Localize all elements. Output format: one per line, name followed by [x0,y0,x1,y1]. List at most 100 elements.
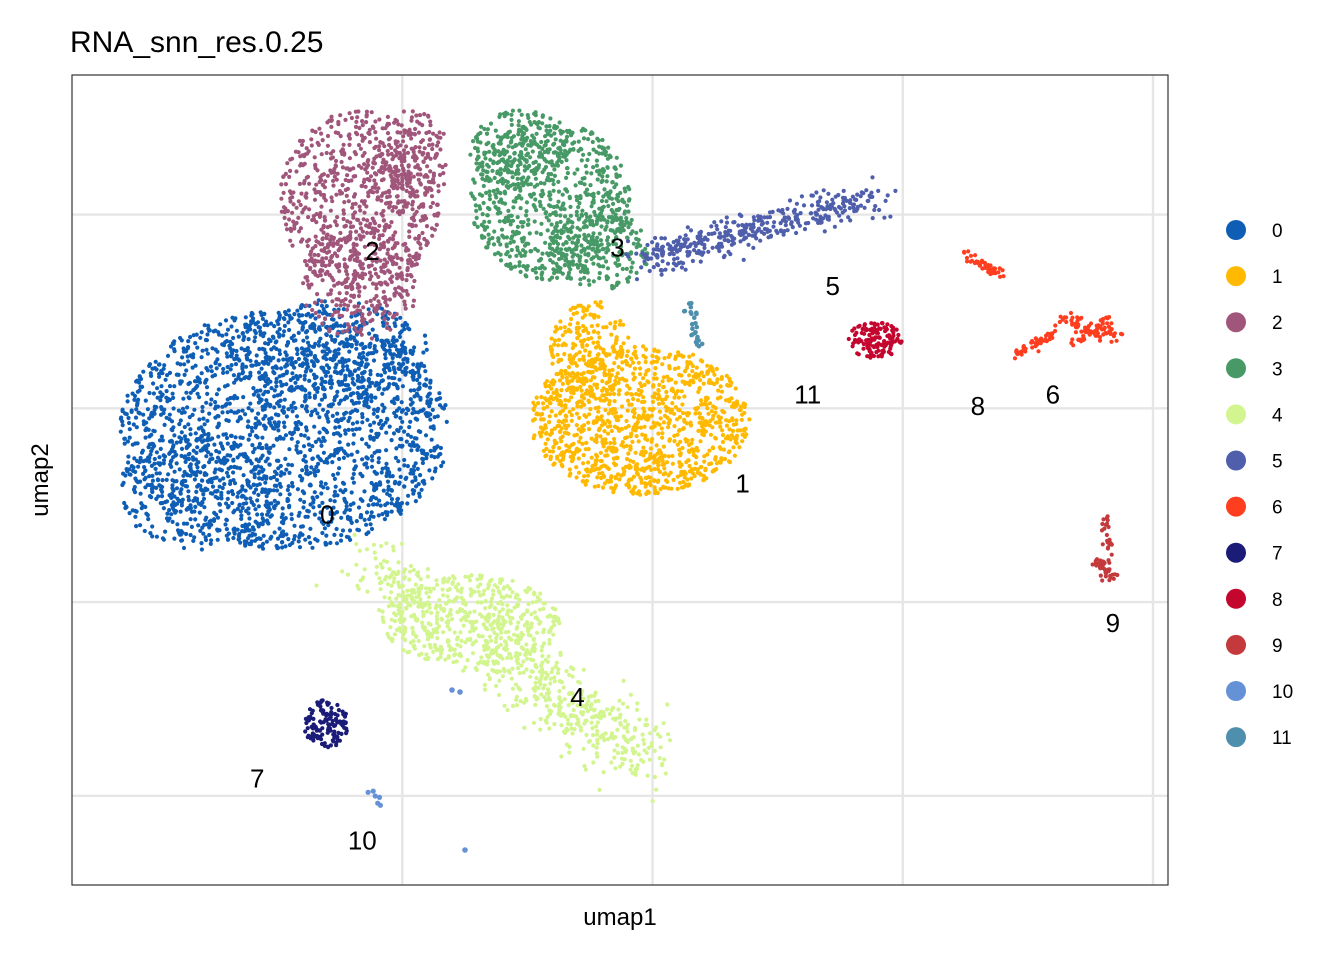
scatter-point [313,166,318,171]
scatter-point [553,210,558,215]
scatter-point [385,238,390,243]
scatter-point [392,321,397,326]
scatter-point [298,202,303,208]
scatter-point [473,203,478,208]
scatter-point [581,453,586,458]
scatter-point [149,449,154,454]
scatter-point [281,405,286,410]
scatter-point [329,124,334,129]
scatter-point [308,252,313,257]
scatter-point [543,164,549,170]
scatter-point [348,502,353,507]
scatter-point [189,524,194,530]
scatter-point [612,399,617,404]
scatter-point [556,265,561,270]
scatter-point [672,424,677,429]
scatter-point [528,155,533,160]
scatter-point [304,335,310,340]
scatter-point [296,199,301,204]
scatter-point [522,136,527,141]
scatter-point [325,409,330,415]
scatter-point [438,147,443,152]
scatter-point [366,405,371,410]
scatter-point [351,335,356,340]
scatter-point [337,359,342,364]
scatter-point [405,464,410,469]
scatter-point [555,229,561,234]
scatter-point [574,198,580,203]
scatter-point [383,352,388,357]
scatter-point [224,418,229,423]
scatter-point [397,377,402,382]
scatter-point [432,212,437,217]
scatter-point [352,359,357,365]
scatter-point [520,130,526,135]
scatter-point [372,171,378,176]
scatter-point [313,407,318,413]
scatter-point [231,478,236,483]
scatter-point [335,215,340,220]
scatter-point [303,537,308,542]
scatter-point [356,163,361,168]
scatter-point [231,510,236,515]
scatter-point [195,469,200,474]
scatter-point [491,159,496,164]
scatter-point [377,144,382,149]
scatter-point [381,240,386,245]
scatter-point [218,322,223,327]
scatter-point [371,219,377,224]
scatter-point [561,229,566,234]
scatter-point [208,541,213,547]
scatter-point [137,460,142,465]
scatter-point [382,228,387,233]
scatter-point [285,161,290,166]
scatter-point [126,454,131,459]
scatter-point [304,175,309,180]
scatter-point [317,190,322,195]
scatter-point [547,124,552,129]
scatter-point [405,150,411,155]
scatter-point [310,444,315,449]
scatter-point [481,183,486,189]
scatter-point [213,347,218,352]
scatter-point [631,360,636,365]
scatter-point [371,483,377,488]
scatter-point [241,473,246,478]
scatter-point [417,386,422,391]
scatter-point [361,234,366,239]
scatter-point [604,259,609,264]
scatter-point [508,213,513,218]
scatter-point [409,131,414,136]
scatter-point [386,316,391,321]
scatter-point [200,409,205,414]
scatter-point [422,333,428,338]
scatter-point [286,484,291,489]
scatter-point [287,492,292,497]
scatter-point [398,130,403,135]
scatter-point [540,251,545,256]
scatter-point [389,343,394,348]
scatter-point [566,229,571,234]
scatter-point [422,112,427,117]
scatter-point [548,204,553,209]
scatter-point [504,184,509,189]
scatter-point [570,220,575,225]
scatter-point [302,499,307,505]
scatter-point [364,357,369,362]
scatter-point [225,441,230,446]
scatter-point [279,383,284,388]
scatter-point [151,391,156,396]
scatter-point [390,208,395,213]
scatter-point [393,414,398,419]
scatter-point [395,177,400,183]
scatter-point [300,403,305,409]
scatter-point [417,233,422,239]
scatter-point [484,142,489,147]
scatter-point [147,474,152,479]
scatter-point [540,170,545,175]
scatter-point [370,281,376,286]
scatter-point [396,122,401,127]
scatter-point [539,221,544,226]
scatter-point [431,131,436,136]
scatter-point [588,131,593,136]
